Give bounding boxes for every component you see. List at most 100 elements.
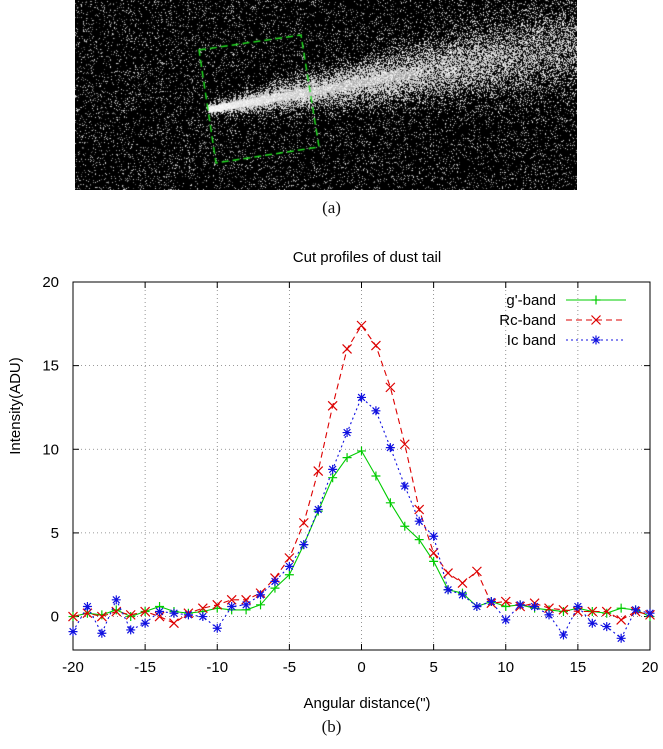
data-point [197, 603, 208, 614]
data-point [500, 596, 511, 607]
data-point [371, 406, 381, 416]
x-tick-label: 5 [429, 659, 437, 676]
data-point [212, 623, 222, 633]
data-point [96, 611, 107, 622]
data-point [111, 595, 121, 605]
data-point [385, 498, 395, 508]
data-point [645, 608, 655, 618]
data-point [371, 340, 381, 351]
legend-label: Ic band [507, 332, 556, 349]
x-tick-label: -20 [62, 659, 84, 676]
data-point [212, 599, 223, 610]
panel-a-label: (a) [322, 198, 341, 217]
data-point [227, 602, 237, 612]
legend-label: g'-band [506, 292, 556, 309]
data-point [241, 600, 251, 610]
x-tick-label: -5 [283, 659, 296, 676]
data-point [327, 400, 338, 411]
data-point [414, 535, 424, 545]
data-point [399, 439, 410, 450]
data-point [587, 618, 597, 628]
data-point [631, 605, 641, 615]
data-point [587, 606, 598, 617]
data-point [457, 578, 468, 589]
x-tick-label: 0 [357, 659, 365, 676]
data-point [284, 570, 294, 580]
data-point [356, 320, 367, 331]
data-point [429, 531, 439, 541]
data-point [544, 610, 554, 620]
series-line [72, 450, 651, 618]
data-point [501, 602, 511, 612]
y-tick-label: 20 [42, 274, 59, 291]
y-axis-label: Intensity(ADU) [7, 357, 24, 455]
legend-marker [591, 295, 601, 305]
y-tick-label: 0 [51, 609, 59, 626]
legend-marker [591, 335, 601, 345]
data-point [601, 606, 612, 617]
data-point [385, 382, 396, 393]
data-point [530, 602, 540, 612]
data-point [573, 602, 583, 612]
data-point [486, 596, 496, 606]
data-point [313, 504, 323, 514]
data-point [371, 471, 381, 481]
data-point [616, 614, 627, 625]
data-point [429, 556, 439, 566]
data-point [472, 602, 482, 612]
data-point [443, 585, 453, 595]
data-point [284, 561, 294, 571]
series-line [72, 396, 651, 640]
data-point [616, 603, 626, 613]
data-point [256, 600, 266, 610]
data-point [558, 630, 568, 640]
data-point [414, 516, 424, 526]
data-point [342, 343, 352, 354]
data-point [357, 446, 366, 456]
data-point [111, 606, 122, 617]
y-tick-label: 10 [42, 441, 59, 458]
x-tick-label: 20 [642, 659, 659, 676]
data-point [501, 615, 511, 625]
data-point [328, 464, 338, 474]
data-point [68, 611, 78, 622]
data-point [97, 628, 107, 638]
data-point [572, 606, 583, 617]
data-point [385, 443, 395, 453]
y-tick-label: 5 [51, 525, 59, 542]
data-point [140, 618, 150, 628]
data-point [270, 576, 280, 586]
data-point [357, 392, 366, 402]
data-point [400, 521, 410, 531]
data-point [443, 568, 453, 578]
x-tick-label: -15 [134, 659, 156, 676]
data-point [111, 605, 121, 615]
data-point [298, 517, 309, 528]
data-point [155, 607, 165, 617]
data-point [126, 612, 136, 622]
data-point [313, 466, 324, 476]
data-point [256, 590, 266, 600]
data-point [457, 590, 467, 600]
data-point [328, 473, 338, 483]
series-line [72, 324, 651, 624]
chart-title: Cut profiles of dust tail [293, 249, 441, 266]
data-point [169, 608, 179, 618]
data-point [471, 566, 482, 577]
data-point [68, 627, 78, 637]
data-point [169, 618, 179, 629]
data-point [414, 504, 425, 515]
x-tick-label: 10 [497, 659, 514, 676]
data-point [602, 622, 612, 632]
y-tick-label: 15 [42, 358, 59, 375]
panel-b-label: (b) [321, 717, 342, 736]
data-point [299, 540, 309, 550]
data-point [616, 633, 626, 643]
data-point [342, 428, 352, 438]
data-point [82, 602, 92, 612]
data-point [400, 481, 410, 491]
legend-label: Rc-band [499, 312, 556, 329]
data-point [125, 609, 136, 620]
data-point [126, 625, 136, 635]
data-point [198, 612, 208, 622]
